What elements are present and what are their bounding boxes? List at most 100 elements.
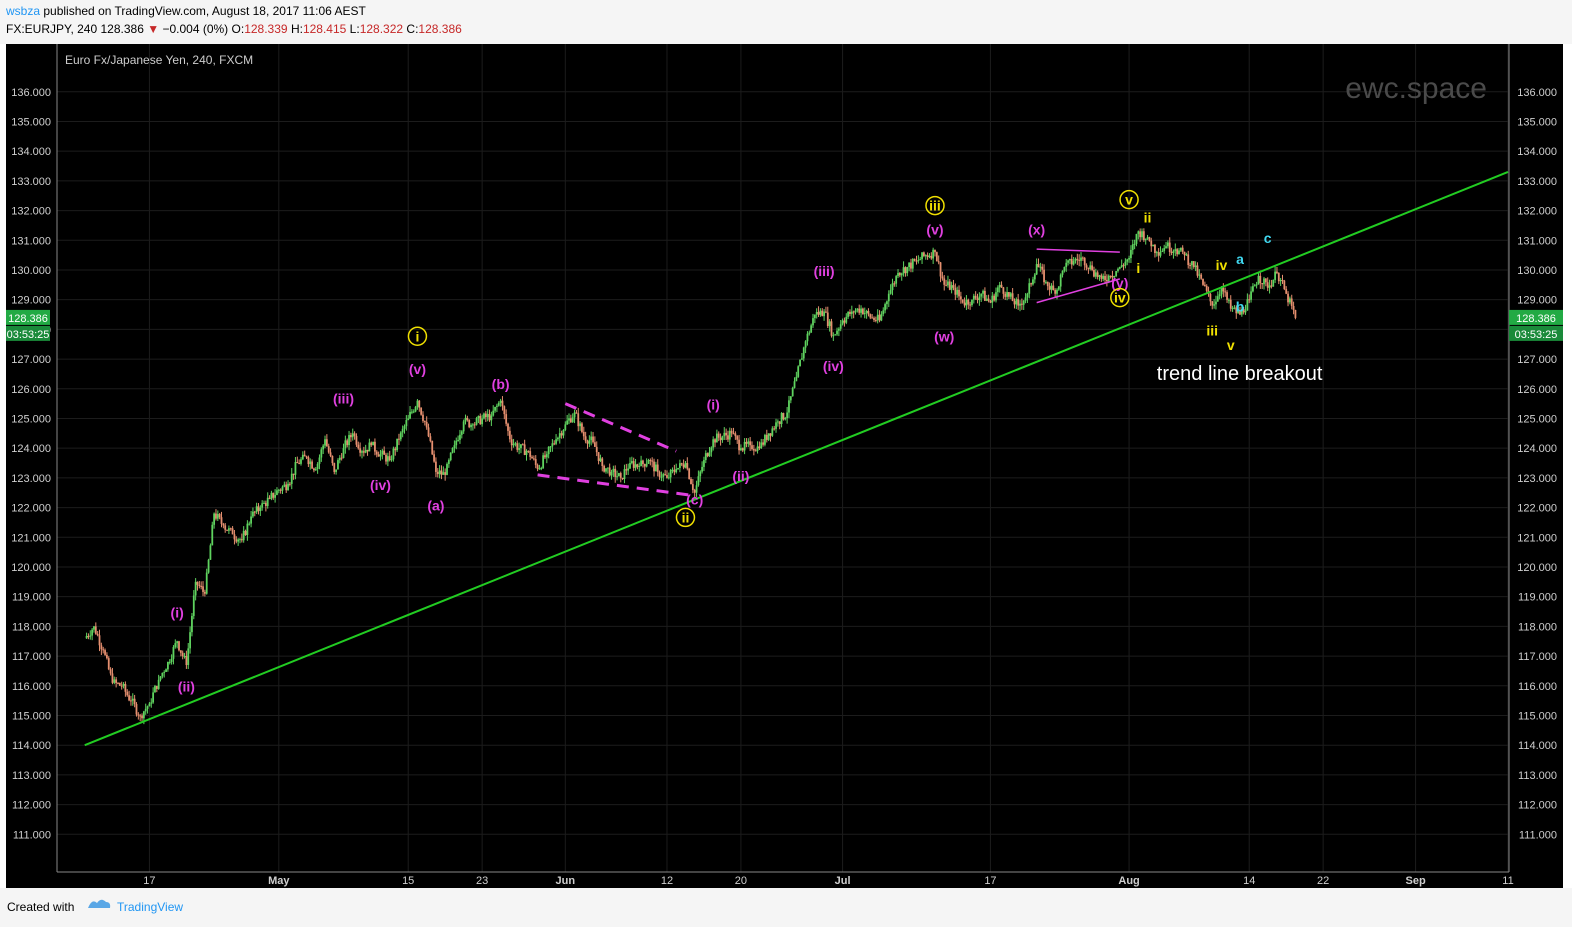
candle-body — [508, 430, 511, 440]
candle-body — [1174, 249, 1177, 252]
candle-body — [300, 459, 302, 464]
candle-body — [825, 311, 827, 313]
candle-body — [117, 682, 119, 684]
y-tick-label-right: 111.000 — [1519, 829, 1557, 841]
candle-body — [1252, 286, 1254, 292]
candle-body — [499, 400, 502, 403]
candle-body — [179, 650, 182, 653]
y-tick-label-right: 127.000 — [1517, 354, 1557, 366]
candle-body — [187, 648, 190, 665]
candle-body — [841, 320, 844, 325]
author-link[interactable]: wsbza — [6, 4, 41, 18]
candle-body — [1194, 265, 1197, 267]
candle-body — [109, 669, 112, 674]
candle-body — [913, 259, 916, 261]
channel-line — [564, 402, 677, 453]
candle-body — [969, 304, 972, 306]
y-tick-label-left: 121.000 — [11, 532, 51, 544]
candle-body — [168, 661, 171, 663]
candle-body — [414, 406, 417, 412]
tradingview-link[interactable]: TradingView — [117, 900, 184, 914]
candle-body — [362, 451, 365, 453]
price-chart[interactable]: Euro Fx/Japanese Yen, 240, FXCM ewc.spac… — [6, 44, 1563, 888]
candle-body — [207, 559, 210, 573]
wave-label: (x) — [1028, 221, 1045, 237]
candle-body — [205, 572, 208, 594]
candle-body — [1277, 272, 1280, 282]
candle-body — [590, 436, 593, 441]
wave-label: (iii) — [814, 263, 835, 279]
candle-body — [185, 656, 188, 665]
candle-body — [980, 293, 983, 297]
candle-body — [1065, 262, 1068, 267]
y-tick-label-left: 112.000 — [12, 800, 51, 812]
candle-body — [1093, 269, 1095, 277]
candle-body — [898, 272, 901, 276]
candle-body — [1163, 248, 1166, 251]
candle-body — [1122, 265, 1125, 267]
candle-body — [264, 502, 267, 506]
candle-body — [1011, 293, 1014, 302]
candle-body — [1085, 265, 1088, 268]
candle-body — [529, 451, 532, 457]
candle-body — [867, 310, 870, 315]
candle-body — [1032, 279, 1034, 285]
candle-body — [1131, 244, 1134, 250]
candle-body — [1120, 265, 1123, 267]
candle-body — [497, 402, 500, 406]
candle-body — [645, 463, 648, 467]
candle-body — [381, 450, 384, 455]
candle-body — [950, 285, 953, 290]
candle-body — [288, 483, 291, 485]
candle-body — [791, 387, 794, 397]
candle-body — [1069, 258, 1071, 261]
candle-body — [752, 449, 755, 451]
candle-body — [1161, 250, 1164, 252]
y-tick-label-right: 120.000 — [1517, 562, 1557, 574]
high-value: 128.415 — [302, 22, 347, 36]
wave-label: iii — [929, 198, 941, 214]
candle-body — [974, 295, 977, 299]
candle-body — [200, 586, 203, 588]
candle-body — [971, 299, 973, 305]
x-tick-label: 17 — [143, 875, 155, 887]
candle-body — [531, 456, 533, 459]
candle-body — [488, 413, 491, 421]
candle-body — [1009, 293, 1012, 297]
candle-body — [599, 458, 602, 461]
candle-body — [797, 366, 800, 377]
candle-body — [1089, 265, 1092, 270]
candle-body — [133, 698, 136, 705]
candle-body — [396, 438, 399, 451]
candle-body — [94, 626, 97, 634]
y-tick-label-left: 113.000 — [12, 770, 51, 782]
candle-body — [1172, 251, 1175, 253]
wave-label: (b) — [492, 376, 510, 392]
y-tick-label-right: 114.000 — [1518, 740, 1557, 752]
candle-body — [634, 464, 637, 468]
y-tick-label-left: 124.000 — [11, 443, 51, 455]
candle-body — [314, 468, 317, 471]
candle-body — [1170, 252, 1173, 254]
candle-body — [1222, 287, 1225, 292]
candle-body — [577, 413, 580, 427]
candle-body — [490, 415, 493, 421]
x-tick-label: Sep — [1405, 875, 1425, 887]
candle-body — [283, 484, 286, 487]
candle-body — [91, 629, 94, 636]
candle-body — [248, 523, 251, 525]
candle-body — [826, 312, 829, 327]
candle-body — [1091, 265, 1094, 270]
candle-body — [728, 430, 731, 440]
candle-body — [1213, 304, 1216, 306]
candle-body — [745, 441, 748, 444]
candle-body — [137, 714, 140, 716]
candle-body — [122, 684, 125, 686]
candle-body — [532, 458, 535, 460]
chart-area[interactable]: Euro Fx/Japanese Yen, 240, FXCM ewc.spac… — [6, 44, 1563, 888]
candle-body — [769, 433, 772, 436]
y-tick-label-left: 136.000 — [11, 87, 51, 99]
candle-body — [910, 262, 912, 269]
wave-label: b — [1236, 299, 1245, 315]
y-tick-label-left: 129.000 — [11, 295, 51, 307]
